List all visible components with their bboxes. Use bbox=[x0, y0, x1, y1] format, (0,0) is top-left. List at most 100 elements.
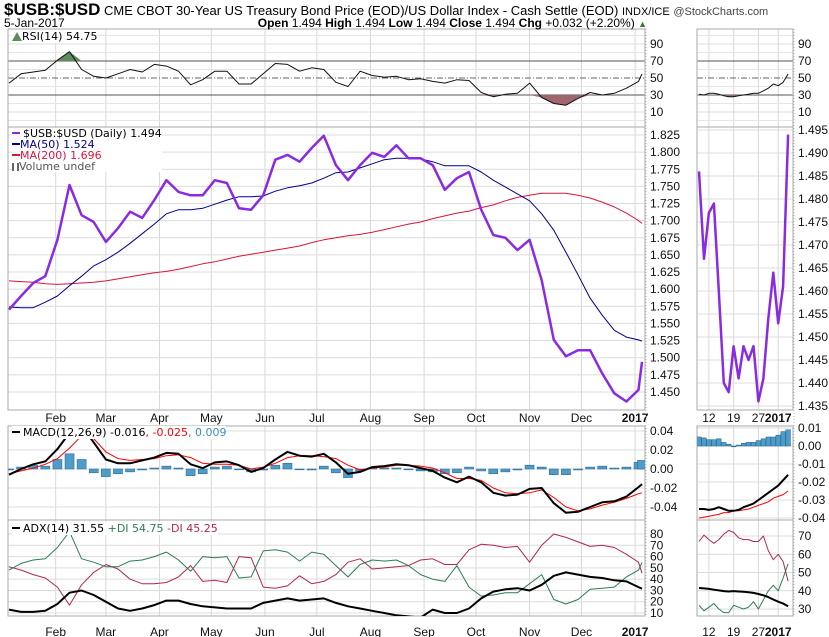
x-axis-label: Aug bbox=[360, 625, 381, 637]
adx-tick-label: 70 bbox=[650, 538, 664, 552]
macd-histogram-bar bbox=[770, 436, 776, 447]
price-tick-label: 1.525 bbox=[650, 334, 680, 348]
x-axis-label: Dec bbox=[571, 411, 592, 425]
adx-tick-label: 60 bbox=[798, 547, 812, 561]
price-tick-label: 1.490 bbox=[798, 146, 828, 160]
x-axis-label: 27 bbox=[752, 625, 766, 637]
x-axis-label: Mar bbox=[96, 411, 117, 425]
rsi-tick-label: 10 bbox=[650, 105, 664, 119]
macd-histogram-bar bbox=[548, 468, 559, 475]
x-axis-label: 19 bbox=[727, 625, 741, 637]
plus-di-line bbox=[698, 563, 789, 614]
price-tick-label: 1.450 bbox=[798, 330, 828, 344]
close-value: 1.494 bbox=[485, 16, 516, 30]
macd-histogram-bar bbox=[270, 464, 281, 470]
rsi-tick-label: 30 bbox=[650, 88, 664, 102]
macd-histogram-bar bbox=[701, 437, 707, 447]
macd-line bbox=[699, 474, 789, 512]
macd-histogram-bar bbox=[234, 468, 244, 471]
x-axis-label: 12 bbox=[702, 411, 716, 425]
x-axis-label: Nov bbox=[519, 411, 540, 425]
macd-histogram-bar bbox=[775, 434, 781, 447]
macd-histogram-bar bbox=[88, 468, 99, 474]
rsi-tick-label: 70 bbox=[798, 54, 812, 68]
macd-tick-label: -0.04 bbox=[650, 500, 678, 514]
macd-histogram-bar bbox=[755, 440, 761, 447]
price-tick-label: 1.675 bbox=[650, 231, 680, 245]
macd-histogram-bar bbox=[585, 466, 595, 470]
x-axis-label: Jul bbox=[309, 411, 324, 425]
price-tick-label: 1.445 bbox=[798, 353, 828, 367]
price-panel-frame bbox=[7, 126, 646, 411]
macd-tick-label: 0.04 bbox=[650, 424, 674, 438]
price-tick-label: 1.485 bbox=[798, 169, 828, 183]
macd-histogram-bar bbox=[8, 468, 14, 471]
price-tick-label: 1.465 bbox=[798, 261, 828, 275]
price-tick-label: 1.825 bbox=[650, 128, 680, 142]
ma50-legend-text: MA(50) 1.524 bbox=[20, 138, 95, 151]
macd-histogram-bar bbox=[711, 439, 717, 447]
macd-tick-label: 0.01 bbox=[798, 421, 822, 435]
price-tick-label: 1.500 bbox=[650, 351, 680, 365]
price-tick-label: 1.600 bbox=[650, 282, 680, 296]
macd-histogram-bar bbox=[524, 464, 535, 470]
x-axis-label: Mar bbox=[96, 625, 117, 637]
macd-legend: MACD(12,26,9) -0.016, -0.025, 0.009 bbox=[12, 426, 227, 439]
macd-line-icon bbox=[12, 431, 20, 433]
price-tick-label: 1.625 bbox=[650, 265, 680, 279]
open-label: Open bbox=[257, 16, 289, 30]
x-axis-label: Dec bbox=[571, 625, 592, 637]
macd-histogram-bar bbox=[573, 468, 583, 471]
macd-histogram-bar bbox=[185, 468, 196, 476]
price-tick-label: 1.455 bbox=[798, 307, 828, 321]
low-label: Low bbox=[388, 16, 413, 30]
macd-histogram-bar bbox=[721, 442, 727, 447]
rsi-tick-label: 70 bbox=[650, 54, 664, 68]
adx-legend: ADX(14) 31.55 +DI 54.75 -DI 45.25 bbox=[12, 522, 218, 535]
macd-histogram-bar bbox=[331, 468, 341, 474]
adx-line-icon bbox=[12, 527, 20, 529]
price-tick-label: 1.495 bbox=[798, 123, 828, 137]
volume-legend-text: Volume undef bbox=[19, 160, 95, 173]
x-axis-label: Oct bbox=[467, 625, 486, 637]
adx-tick-label: 70 bbox=[798, 529, 812, 543]
macd-histogram-bar bbox=[464, 466, 474, 470]
macd-signal-line bbox=[698, 490, 789, 519]
macd-histogram-bar bbox=[750, 442, 757, 447]
macd-histogram-bar bbox=[403, 468, 414, 471]
x-axis-label: 2017 bbox=[765, 411, 792, 425]
macd-histogram-bar bbox=[318, 465, 329, 470]
x-axis-label: Aug bbox=[360, 411, 381, 425]
price-legend: $USB:$USD (Daily) 1.494 MA(50) 1.524 MA(… bbox=[12, 128, 162, 172]
macd-histogram-bar bbox=[731, 445, 737, 448]
macd-histogram-bar bbox=[780, 431, 786, 447]
macd-histogram-bar bbox=[726, 443, 732, 447]
adx-line bbox=[8, 571, 643, 616]
price-tick-label: 1.775 bbox=[650, 162, 680, 176]
rsi-tick-label: 50 bbox=[650, 71, 664, 85]
macd-line bbox=[8, 426, 643, 514]
macd-signal-legend: , -0.025 bbox=[145, 426, 188, 439]
rsi-tick-label: 10 bbox=[798, 105, 812, 119]
adx-tick-label: 30 bbox=[650, 583, 664, 597]
price-tick-label: 1.650 bbox=[650, 248, 680, 262]
x-axis-label: 12 bbox=[702, 625, 716, 637]
adx-panel-frame bbox=[7, 519, 646, 617]
adx-tick-label: 50 bbox=[798, 566, 812, 580]
macd-histogram-bar bbox=[536, 466, 547, 470]
macd-histogram-bar bbox=[609, 467, 620, 470]
macd-tick-label: 0.00 bbox=[798, 439, 822, 453]
price-line bbox=[8, 134, 644, 403]
close-label: Close bbox=[449, 16, 482, 30]
macd-histogram-bar bbox=[113, 468, 123, 475]
volume-bars-icon bbox=[12, 163, 19, 171]
macd-histogram-bar bbox=[621, 466, 632, 470]
macd-histogram-bar bbox=[40, 465, 51, 470]
rsi-legend-text: RSI(14) 54.75 bbox=[22, 30, 98, 43]
plus-di-line bbox=[8, 531, 643, 605]
x-axis-label: Jun bbox=[255, 625, 274, 637]
macd-histogram-bar bbox=[745, 442, 752, 447]
macd-histogram-bar bbox=[282, 462, 293, 470]
x-axis-label: 2017 bbox=[622, 625, 649, 637]
